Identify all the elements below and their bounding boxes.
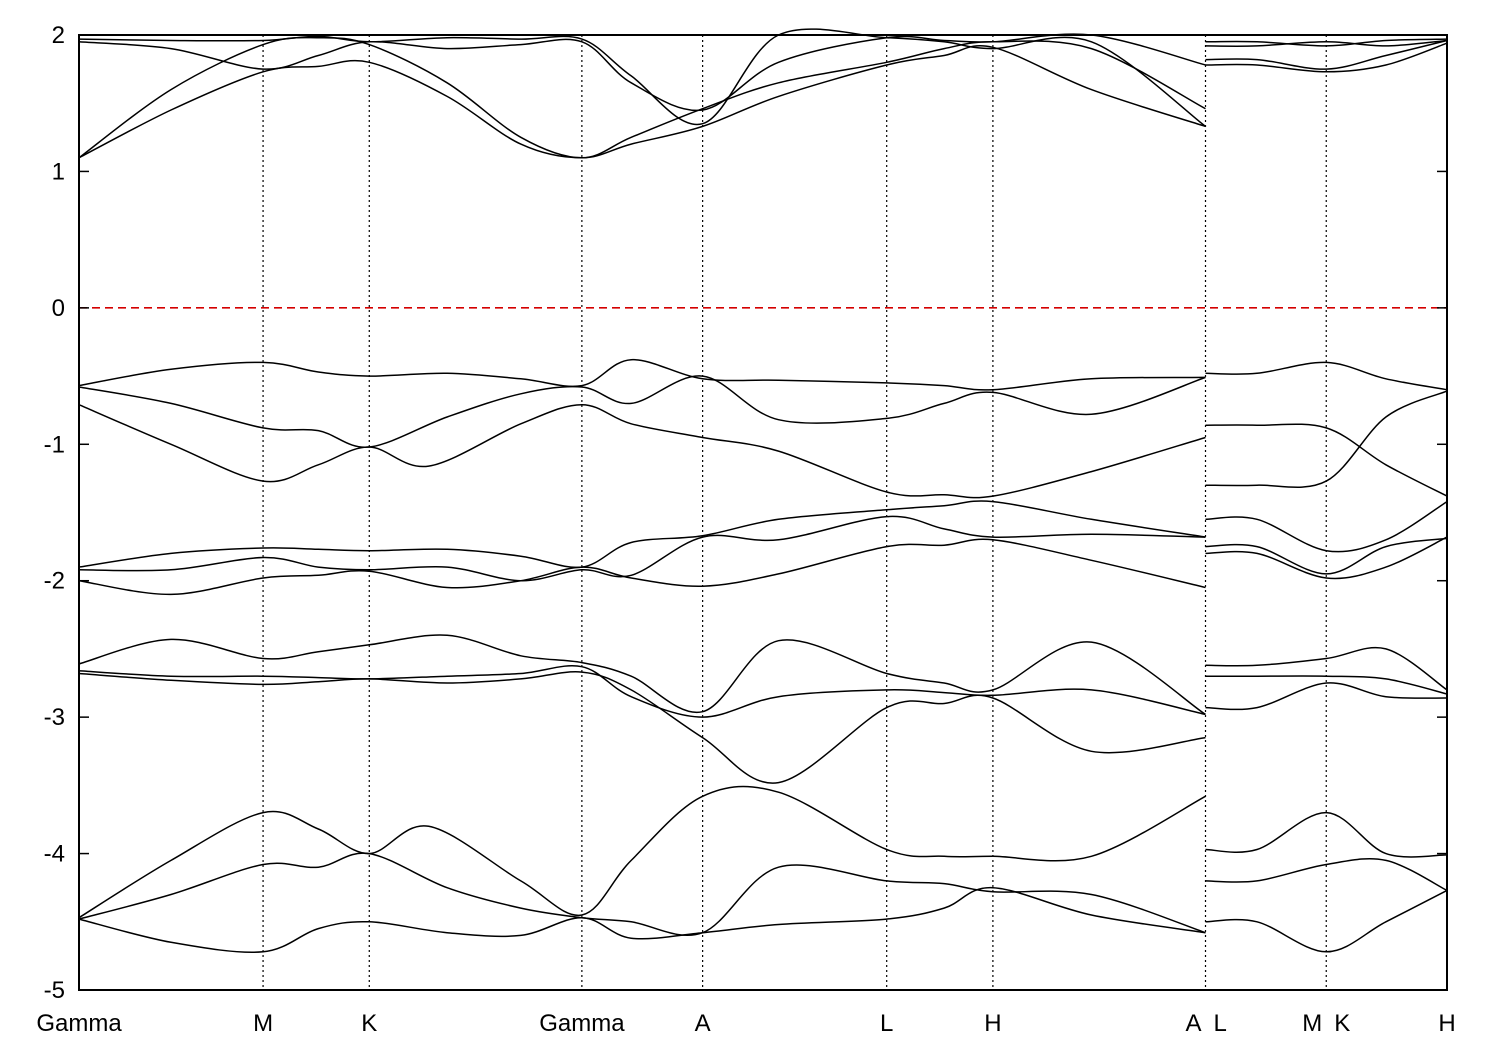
band-line [78, 671, 1206, 784]
band-line [1205, 500, 1448, 553]
y-tick-label: -1 [44, 431, 65, 458]
band-line [1205, 682, 1448, 711]
x-tick-label: Gamma [539, 1010, 625, 1037]
y-tick-label: -4 [44, 841, 65, 868]
x-axis-ticks: Gamma M K Gamma A L H A L M K H [36, 1010, 1455, 1037]
x-tick-label: Gamma [36, 1010, 122, 1037]
band-line [1205, 537, 1448, 575]
band-line [78, 886, 1206, 953]
band-line [1205, 42, 1448, 73]
band-line [78, 33, 1206, 112]
band-line [78, 785, 1206, 919]
band-line [1205, 536, 1448, 580]
band-line [78, 500, 1206, 569]
band-lines [78, 28, 1448, 953]
x-tick-label: K [1334, 1010, 1350, 1037]
x-tick-label: A [1185, 1010, 1201, 1037]
band-line [1205, 423, 1448, 497]
band-line [1205, 889, 1448, 953]
high-symmetry-lines [262, 35, 1327, 990]
x-tick-label: L [1214, 1010, 1227, 1037]
x-tick-label: L [880, 1010, 893, 1037]
x-tick-label: H [1438, 1010, 1455, 1037]
band-line [78, 634, 1206, 716]
band-line [1205, 361, 1448, 391]
x-tick-label: H [984, 1010, 1001, 1037]
band-line [1205, 39, 1448, 70]
y-tick-label: -2 [44, 568, 65, 595]
band-line [1205, 857, 1448, 892]
y-tick-label: 1 [52, 158, 65, 185]
y-tick-label: 2 [52, 22, 65, 49]
band-line [1205, 675, 1448, 695]
y-tick-label: -5 [44, 977, 65, 1004]
x-tick-label: K [361, 1010, 377, 1037]
x-tick-label: A [695, 1010, 711, 1037]
band-line [78, 538, 1206, 596]
band-line [1205, 811, 1448, 858]
band-line [1205, 646, 1448, 691]
band-line [78, 358, 1206, 391]
plot-frame [78, 34, 1448, 991]
band-line [1205, 39, 1448, 47]
band-line [1205, 38, 1448, 47]
y-tick-label: -3 [44, 704, 65, 731]
x-tick-label: M [1302, 1010, 1322, 1037]
band-line [1205, 390, 1448, 489]
band-line [78, 28, 1206, 128]
x-tick-label: M [253, 1010, 273, 1037]
band-line [78, 515, 1206, 582]
y-tick-label: 0 [52, 295, 65, 322]
band-line [78, 375, 1206, 448]
band-line [78, 403, 1206, 499]
